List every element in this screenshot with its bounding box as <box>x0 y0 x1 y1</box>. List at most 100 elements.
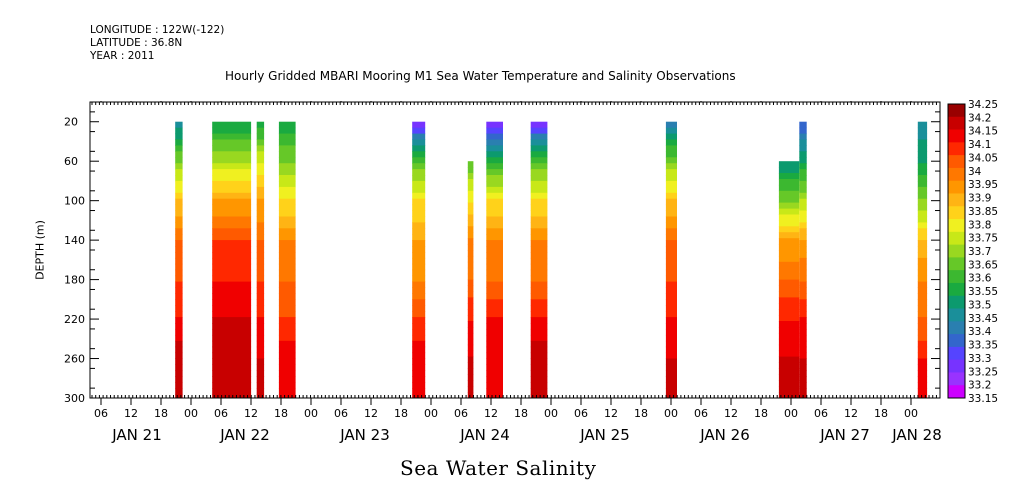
salinity-cell <box>256 370 265 377</box>
salinity-cell <box>917 352 928 359</box>
colorbar-label: 33.85 <box>968 206 998 218</box>
salinity-cell <box>778 184 800 192</box>
colorbar-label: 33.95 <box>968 179 998 191</box>
salinity-cell <box>665 204 677 211</box>
salinity-cell <box>778 190 800 198</box>
salinity-cell <box>278 358 296 365</box>
salinity-cell <box>256 151 265 158</box>
salinity-cell <box>778 208 800 215</box>
salinity-cell <box>212 222 252 229</box>
x-tick-label: 00 <box>904 407 918 420</box>
salinity-cell <box>412 169 426 176</box>
salinity-cell <box>256 388 265 395</box>
salinity-cell <box>412 311 426 318</box>
x-tick-label: 06 <box>214 407 228 420</box>
y-tick-label: 260 <box>64 353 85 366</box>
salinity-cell <box>212 376 252 383</box>
y-tick-label: 220 <box>64 313 85 326</box>
salinity-cell <box>175 352 183 359</box>
colorbar-label: 34.2 <box>968 112 991 124</box>
salinity-cell <box>256 293 265 300</box>
x-tick-label: 06 <box>574 407 588 420</box>
salinity-cell <box>665 263 677 271</box>
salinity-cell <box>175 334 183 342</box>
salinity-cell <box>917 334 928 342</box>
salinity-cell <box>799 311 807 318</box>
salinity-cell <box>256 364 265 371</box>
salinity-cell <box>212 358 252 365</box>
salinity-cell <box>486 364 503 371</box>
salinity-cell <box>665 358 677 365</box>
salinity-cell <box>665 216 677 223</box>
salinity-cell <box>486 169 503 176</box>
salinity-cell <box>278 210 296 217</box>
salinity-cell <box>778 321 800 328</box>
colorbar-swatch <box>948 346 965 361</box>
salinity-cell <box>486 275 503 283</box>
salinity-cell <box>212 157 252 164</box>
salinity-cell <box>256 222 265 229</box>
salinity-cell <box>412 269 426 277</box>
salinity-cell <box>467 374 474 381</box>
salinity-cell <box>530 127 548 135</box>
salinity-cell <box>665 180 677 188</box>
salinity-cell <box>278 234 296 241</box>
salinity-cell <box>917 216 928 223</box>
colorbar-swatch <box>948 206 965 220</box>
salinity-cell <box>486 269 503 277</box>
salinity-cell <box>486 157 503 164</box>
salinity-cell <box>530 305 548 312</box>
salinity-cell <box>799 192 807 200</box>
salinity-cell <box>917 186 928 194</box>
salinity-cell <box>665 157 677 164</box>
salinity-profile <box>175 121 183 399</box>
salinity-cell <box>778 344 800 352</box>
salinity-cell <box>278 257 296 265</box>
x-tick-label: 18 <box>874 407 888 420</box>
salinity-cell <box>799 281 807 288</box>
salinity-cell <box>530 317 548 324</box>
x-tick-label: 06 <box>94 407 108 420</box>
salinity-cell <box>778 303 800 310</box>
salinity-cell <box>486 328 503 336</box>
salinity-cell <box>917 180 928 188</box>
salinity-cell <box>665 234 677 241</box>
salinity-cell <box>278 169 296 176</box>
salinity-cell <box>256 127 265 135</box>
salinity-cell <box>665 364 677 371</box>
salinity-cell <box>486 382 503 389</box>
salinity-cell <box>278 269 296 277</box>
salinity-cell <box>799 388 807 395</box>
salinity-cell <box>412 234 426 241</box>
salinity-cell <box>530 358 548 365</box>
salinity-cell <box>212 180 252 188</box>
salinity-cell <box>467 332 474 340</box>
salinity-cell <box>917 210 928 217</box>
salinity-cell <box>467 267 474 275</box>
salinity-cell <box>486 133 503 140</box>
salinity-cell <box>917 252 928 259</box>
salinity-cell <box>665 246 677 253</box>
salinity-cell <box>256 275 265 283</box>
salinity-cell <box>412 323 426 330</box>
salinity-cell <box>412 358 426 365</box>
x-tick-label: 00 <box>664 407 678 420</box>
colorbar-label: 33.9 <box>968 193 991 205</box>
salinity-cell <box>917 287 928 294</box>
salinity-cell <box>412 186 426 194</box>
salinity-cell <box>212 323 252 330</box>
colorbar-label: 34.15 <box>968 126 998 138</box>
salinity-profile <box>278 121 296 399</box>
salinity-cell <box>665 388 677 395</box>
salinity-cell <box>530 269 548 277</box>
salinity-cell <box>175 163 183 170</box>
salinity-cell <box>778 173 800 180</box>
colorbar-label: 34 <box>968 166 982 178</box>
x-tick-label: 00 <box>184 407 198 420</box>
salinity-cell <box>212 228 252 235</box>
salinity-cell <box>412 394 426 399</box>
salinity-cell <box>778 267 800 275</box>
salinity-cell <box>256 317 265 324</box>
x-tick-label: 12 <box>844 407 858 420</box>
salinity-cell <box>665 133 677 140</box>
